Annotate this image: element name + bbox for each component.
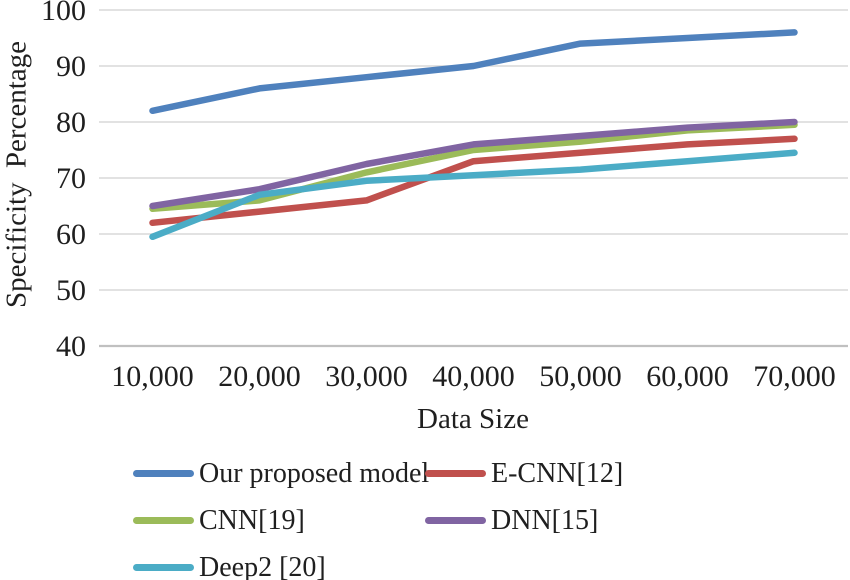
x-axis-title: Data Size: [417, 403, 529, 435]
y-tick-label: 80: [56, 106, 86, 139]
legend-label: DNN[15]: [491, 504, 599, 536]
legend-swatch: [425, 470, 486, 477]
legend-label: Deep2 [20]: [199, 551, 326, 580]
x-tick-label: 50,000: [539, 360, 622, 393]
y-tick-label: 90: [56, 50, 86, 83]
legend-label: E-CNN[12]: [491, 457, 624, 489]
y-axis-title: Specificity Percentage: [0, 40, 33, 309]
y-tick-label: 40: [56, 330, 86, 363]
legend-item: Deep2 [20]: [133, 551, 425, 580]
series-line-deep2-20: [149, 149, 798, 241]
series-line-e-cnn-12: [149, 135, 798, 227]
legend-swatch: [425, 517, 486, 524]
legend-item: DNN[15]: [425, 504, 623, 536]
legend-item: Our proposed model: [133, 459, 429, 488]
legend-label: CNN[19]: [199, 504, 305, 536]
x-tick-label: 30,000: [325, 360, 408, 393]
legend-swatch: [133, 470, 194, 477]
legend-item: E-CNN[12]: [425, 457, 624, 489]
series-line-dnn-15: [149, 118, 798, 210]
series-line-our-proposed-model: [149, 29, 798, 115]
x-tick-label: 20,000: [218, 360, 301, 393]
legend: Our proposed model E-CNN[12] CNN[19] DNN[15…: [133, 450, 623, 580]
x-tick-label: 40,000: [432, 360, 515, 393]
legend-swatch: [133, 517, 194, 524]
x-tick-label: 10,000: [111, 360, 194, 393]
legend-item: CNN[19]: [133, 504, 425, 536]
y-tick-label: 100: [41, 0, 86, 27]
y-tick-label: 60: [56, 218, 86, 251]
legend-label: Our proposed model: [199, 457, 430, 489]
line-chart-plot: 40 50 60 70 80 90 100 10,000 20,000 30,000 40,000 5…: [41, 0, 848, 393]
y-tick-label: 50: [56, 274, 86, 307]
y-tick-label: 70: [56, 162, 86, 195]
x-tick-label: 70,000: [753, 360, 836, 393]
legend-swatch: [133, 564, 194, 571]
x-tick-label: 60,000: [646, 360, 729, 393]
